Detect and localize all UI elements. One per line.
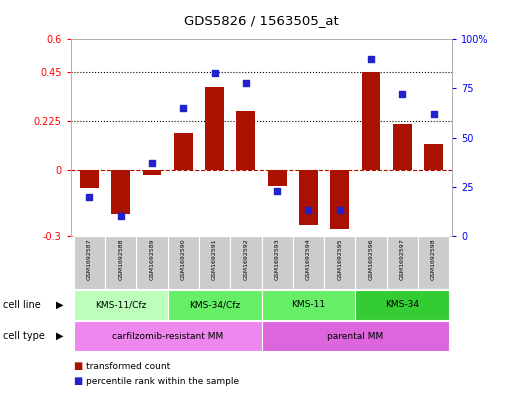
Text: transformed count: transformed count (86, 362, 170, 371)
Point (242, 79, 250, 86)
Bar (236, 111, 255, 170)
Text: parental MM: parental MM (327, 332, 383, 341)
Point (179, 105, 187, 111)
Bar (174, 133, 192, 170)
Bar (167, 236, 199, 289)
Text: GDS5826 / 1563505_at: GDS5826 / 1563505_at (184, 14, 339, 27)
Bar (74, 321, 262, 351)
Bar (230, 236, 262, 289)
Bar (268, 170, 287, 185)
Text: GSM1692598: GSM1692598 (431, 239, 436, 280)
Text: cell type: cell type (3, 331, 44, 341)
Point (367, 56, 375, 62)
Bar (418, 236, 449, 289)
Bar (299, 170, 318, 225)
Point (429, 111, 438, 117)
Bar (324, 236, 356, 289)
Bar (262, 290, 356, 320)
Bar (167, 290, 262, 320)
Bar (80, 170, 99, 188)
Text: ■: ■ (73, 376, 83, 386)
Text: GSM1692591: GSM1692591 (212, 239, 217, 280)
Text: GSM1692588: GSM1692588 (118, 239, 123, 280)
Bar (205, 87, 224, 170)
Point (85, 193, 94, 200)
Point (117, 213, 125, 219)
Text: GSM1692595: GSM1692595 (337, 239, 342, 280)
Bar (262, 236, 293, 289)
Text: GSM1692594: GSM1692594 (306, 239, 311, 280)
Bar (111, 170, 130, 214)
Bar (386, 236, 418, 289)
Point (304, 207, 313, 213)
Bar (361, 72, 380, 170)
Bar (293, 236, 324, 289)
Text: ▶: ▶ (56, 331, 64, 341)
Text: GSM1692589: GSM1692589 (150, 239, 154, 280)
Text: KMS-34/Cfz: KMS-34/Cfz (189, 301, 240, 309)
Text: GSM1692596: GSM1692596 (369, 239, 373, 280)
Bar (105, 236, 137, 289)
Text: KMS-11: KMS-11 (291, 301, 325, 309)
Text: GSM1692590: GSM1692590 (181, 239, 186, 280)
Text: cell line: cell line (3, 300, 40, 310)
Text: carfilzomib-resistant MM: carfilzomib-resistant MM (112, 332, 223, 341)
Bar (74, 236, 105, 289)
Bar (137, 236, 167, 289)
Point (148, 160, 156, 166)
Bar (262, 321, 449, 351)
Text: GSM1692593: GSM1692593 (275, 239, 280, 280)
Bar (356, 236, 386, 289)
Bar (424, 144, 443, 170)
Bar (74, 290, 167, 320)
Bar (356, 290, 449, 320)
Text: KMS-34: KMS-34 (385, 301, 419, 309)
Bar (143, 170, 162, 174)
Text: GSM1692597: GSM1692597 (400, 239, 405, 280)
Point (210, 70, 219, 76)
Text: KMS-11/Cfz: KMS-11/Cfz (95, 301, 146, 309)
Text: percentile rank within the sample: percentile rank within the sample (86, 377, 240, 386)
Text: GSM1692592: GSM1692592 (243, 239, 248, 280)
Text: ▶: ▶ (56, 300, 64, 310)
Point (398, 91, 406, 97)
Text: GSM1692587: GSM1692587 (87, 239, 92, 280)
Bar (393, 125, 412, 170)
Point (336, 207, 344, 213)
Text: ■: ■ (73, 361, 83, 371)
Bar (331, 170, 349, 229)
Point (273, 187, 281, 194)
Bar (199, 236, 230, 289)
